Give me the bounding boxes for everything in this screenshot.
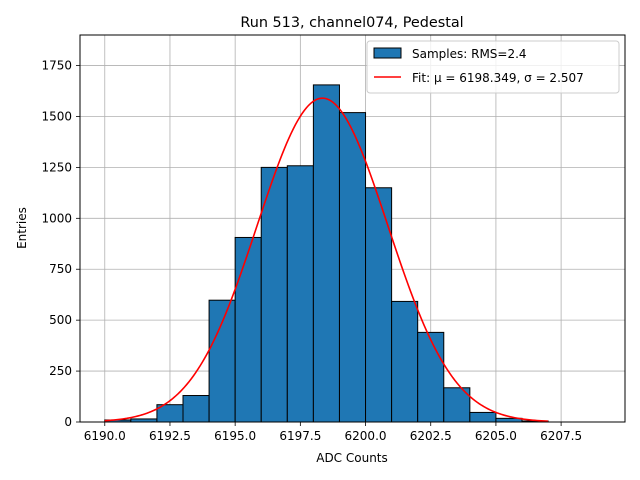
x-tick-label-5: 6202.5 bbox=[410, 429, 452, 443]
y-tick-label-6: 1500 bbox=[41, 109, 72, 123]
y-axis-label: Entries bbox=[15, 207, 29, 249]
legend-box bbox=[366, 40, 620, 94]
legend: Samples: RMS=2.4 Fit: μ = 6198.349, σ = … bbox=[366, 40, 620, 94]
y-tick-label-3: 750 bbox=[49, 262, 72, 276]
histogram-bar-7 bbox=[286, 165, 314, 423]
histogram-bar-14 bbox=[469, 411, 497, 423]
x-tick-label-7: 6207.5 bbox=[540, 429, 582, 443]
x-tick-label-3: 6197.5 bbox=[279, 429, 321, 443]
histogram-bar-8 bbox=[312, 84, 340, 423]
histogram-bar-9 bbox=[338, 112, 367, 423]
legend-fit-label-formula: μ = 6198.349, σ = 2.507 bbox=[434, 71, 584, 85]
y-tick-label-7: 1750 bbox=[41, 59, 72, 73]
y-tick-label-4: 1000 bbox=[41, 211, 72, 225]
histogram-bar-5 bbox=[234, 236, 262, 423]
x-tick-label-6: 6205.0 bbox=[475, 429, 517, 443]
fit-curve bbox=[104, 97, 549, 422]
x-tick-label-1: 6192.5 bbox=[149, 429, 191, 443]
x-axis-ticks: 6190.0 6192.5 6195.0 6197.5 6200.0 6202.5 6205… bbox=[84, 422, 582, 443]
y-tick-label-0: 0 bbox=[64, 415, 72, 429]
x-tick-label-2: 6195.0 bbox=[214, 429, 256, 443]
x-tick-label-0: 6190.0 bbox=[84, 429, 126, 443]
legend-fit-label-prefix: Fit: bbox=[412, 71, 434, 85]
histogram-bar-11 bbox=[391, 300, 419, 423]
histogram-bar-6 bbox=[260, 166, 288, 423]
histogram-bar-12 bbox=[417, 331, 445, 423]
y-tick-label-1: 250 bbox=[49, 364, 72, 378]
histogram-bar-4 bbox=[208, 299, 236, 423]
y-tick-label-5: 1250 bbox=[41, 160, 72, 174]
histogram-bars bbox=[104, 84, 549, 423]
legend-histogram-swatch bbox=[373, 47, 402, 59]
fit-curve-group bbox=[104, 97, 549, 422]
plot-frame bbox=[79, 34, 626, 423]
legend-fit-label: Fit: μ = 6198.349, σ = 2.507 bbox=[412, 71, 584, 85]
x-axis-label: ADC Counts bbox=[316, 451, 388, 465]
legend-histogram-label: Samples: RMS=2.4 bbox=[412, 47, 527, 61]
y-tick-label-2: 500 bbox=[49, 313, 72, 327]
y-axis-ticks: 0 250 500 750 1000 1250 1500 1750 bbox=[41, 59, 80, 429]
x-tick-label-4: 6200.0 bbox=[345, 429, 387, 443]
histogram-bar-3 bbox=[182, 395, 210, 423]
chart-title: Run 513, channel074, Pedestal bbox=[240, 15, 463, 31]
